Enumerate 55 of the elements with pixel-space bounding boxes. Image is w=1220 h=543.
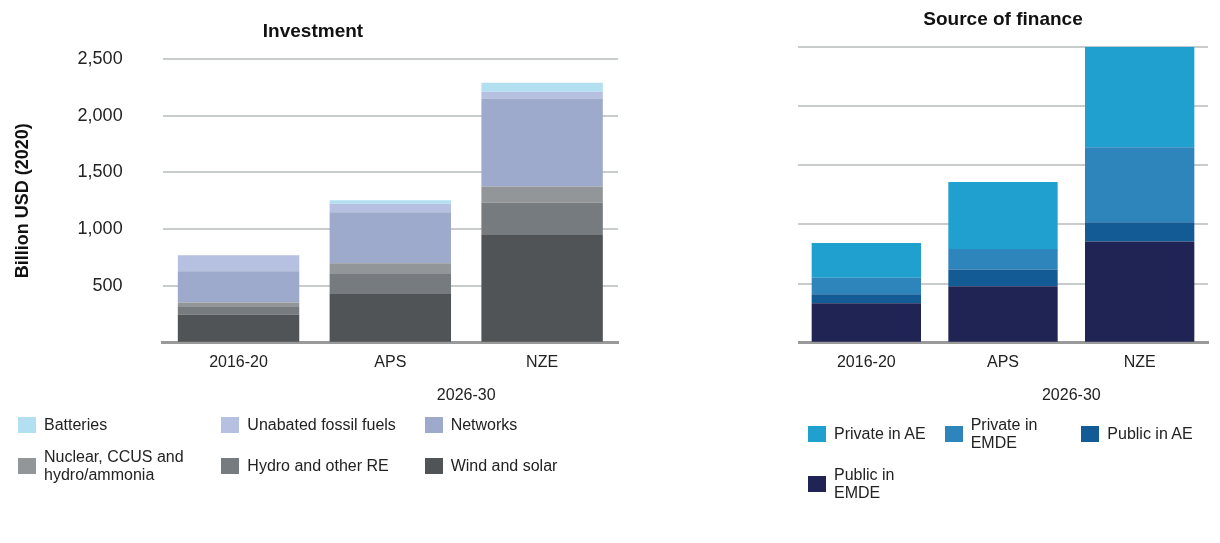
bar bbox=[481, 91, 603, 99]
bar bbox=[948, 248, 1058, 270]
bar bbox=[811, 243, 921, 278]
legend-label: Private in AE bbox=[834, 425, 926, 443]
x-tick-label: 2016-20 bbox=[836, 352, 896, 370]
bar bbox=[329, 274, 452, 294]
bar bbox=[1085, 241, 1195, 342]
bar bbox=[948, 286, 1058, 342]
y-tick-label: 2,500 bbox=[77, 47, 123, 68]
bar bbox=[811, 277, 921, 295]
legend-label: Wind and solar bbox=[450, 457, 558, 475]
legend-label: Networks bbox=[450, 416, 518, 434]
legend-label: Nuclear, CCUS and hydro/ammonia bbox=[44, 448, 185, 484]
bar bbox=[177, 302, 300, 308]
legend-label: Batteries bbox=[44, 416, 108, 434]
y-tick-label: 2,000 bbox=[77, 104, 123, 125]
bar bbox=[481, 234, 603, 342]
bar bbox=[177, 314, 300, 342]
text: 2026-30 bbox=[1041, 386, 1101, 404]
x-tick-label: NZE bbox=[526, 352, 559, 370]
x-tick-label: APS bbox=[986, 352, 1020, 370]
chart-title: Investment bbox=[262, 19, 364, 41]
bar bbox=[1085, 46, 1195, 148]
bar bbox=[177, 271, 300, 303]
bar bbox=[811, 303, 921, 342]
x-tick-label: 2016-20 bbox=[209, 352, 268, 370]
bar bbox=[177, 307, 300, 315]
bar bbox=[948, 269, 1058, 287]
bar bbox=[481, 202, 603, 235]
legend-label: Public in EMDE bbox=[834, 466, 896, 502]
legend-label: Private in EMDE bbox=[970, 416, 1039, 452]
text: 2026-30 bbox=[436, 386, 496, 404]
legend-label: Hydro and other RE bbox=[247, 457, 389, 475]
x-tick-label: APS bbox=[374, 352, 407, 370]
bar bbox=[481, 186, 603, 203]
bar bbox=[329, 203, 452, 213]
x-tick-label: NZE bbox=[1123, 352, 1156, 370]
legend-label: Unabated fossil fuels bbox=[247, 416, 396, 434]
bar bbox=[177, 255, 300, 272]
bar bbox=[329, 212, 452, 264]
bar bbox=[329, 293, 452, 342]
bar bbox=[811, 294, 921, 304]
legend-label: Public in AE bbox=[1107, 425, 1193, 443]
y-tick-label: 1,000 bbox=[77, 218, 123, 239]
y-axis-title: Billion USD (2020) bbox=[11, 123, 32, 279]
bar bbox=[1085, 147, 1195, 223]
bar bbox=[481, 82, 603, 92]
chart-title: Source of finance bbox=[923, 7, 1083, 29]
bar bbox=[329, 263, 452, 275]
y-tick-label: 1,500 bbox=[77, 161, 123, 182]
bar bbox=[1085, 222, 1195, 242]
y-tick-label: 500 bbox=[92, 274, 123, 295]
bar bbox=[329, 200, 452, 204]
bar bbox=[948, 182, 1058, 249]
bar bbox=[481, 98, 603, 187]
